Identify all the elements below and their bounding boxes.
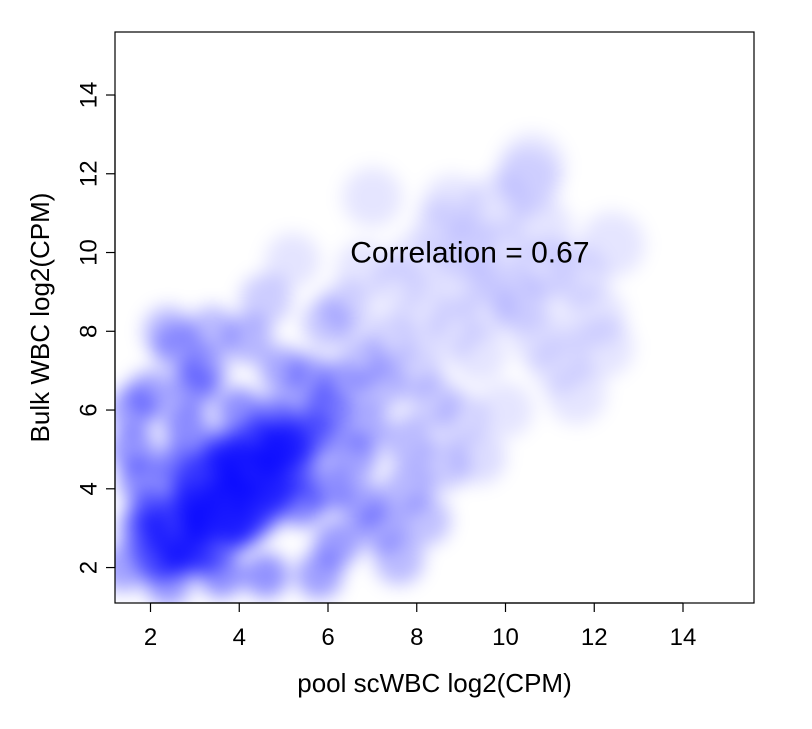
density-point — [339, 401, 388, 450]
x-tick-label: 12 — [581, 624, 608, 651]
density-point — [119, 458, 164, 504]
y-tick-label: 10 — [75, 239, 102, 266]
x-tick-label: 2 — [144, 624, 157, 651]
x-axis-label: pool scWBC log2(CPM) — [297, 668, 572, 698]
y-tick-label: 2 — [75, 561, 102, 574]
density-point — [511, 309, 571, 369]
density-point — [302, 297, 354, 350]
density-point — [115, 386, 157, 434]
density-point — [259, 346, 308, 395]
y-tick-label: 14 — [75, 82, 102, 109]
density-point — [265, 233, 320, 288]
x-tick-label: 14 — [670, 624, 697, 651]
y-tick-label: 8 — [75, 325, 102, 338]
density-point — [421, 174, 483, 236]
y-axis: 2 4 6 8 10 12 14 — [75, 82, 116, 574]
x-axis: 2 4 6 8 10 12 14 — [144, 602, 697, 651]
x-tick-label: 8 — [410, 624, 423, 651]
density-layer — [115, 133, 645, 603]
density-point — [499, 133, 565, 199]
y-tick-label: 6 — [75, 403, 102, 416]
density-point — [180, 346, 228, 395]
density-point — [163, 403, 209, 449]
density-point — [546, 364, 607, 425]
density-point — [243, 552, 289, 599]
density-point — [477, 382, 534, 438]
y-tick-label: 4 — [75, 482, 102, 495]
density-point — [187, 306, 238, 357]
density-point — [342, 167, 403, 228]
density-core — [128, 507, 209, 580]
density-core — [261, 397, 342, 470]
density-point — [216, 387, 262, 433]
density-point — [335, 240, 392, 296]
y-axis-label: Bulk WBC log2(CPM) — [25, 193, 55, 443]
x-tick-label: 10 — [492, 624, 519, 651]
density-cloud — [115, 133, 645, 603]
density-point — [239, 273, 292, 326]
density-point — [579, 211, 645, 278]
density-point — [295, 551, 343, 599]
density-point — [400, 495, 451, 546]
density-point — [440, 222, 500, 283]
density-point — [305, 466, 351, 512]
density-point — [388, 231, 446, 290]
density-point — [458, 278, 517, 337]
density-point — [143, 306, 194, 357]
y-tick-label: 12 — [75, 160, 102, 187]
density-point — [509, 197, 573, 261]
x-tick-label: 4 — [233, 624, 246, 651]
density-point — [452, 430, 506, 485]
density-point — [374, 534, 424, 585]
density-point — [390, 344, 444, 398]
density-point — [572, 316, 635, 378]
density-point — [312, 362, 362, 411]
density-point — [339, 481, 388, 529]
x-tick-label: 6 — [321, 624, 334, 651]
correlation-annotation: Correlation = 0.67 — [350, 237, 589, 270]
